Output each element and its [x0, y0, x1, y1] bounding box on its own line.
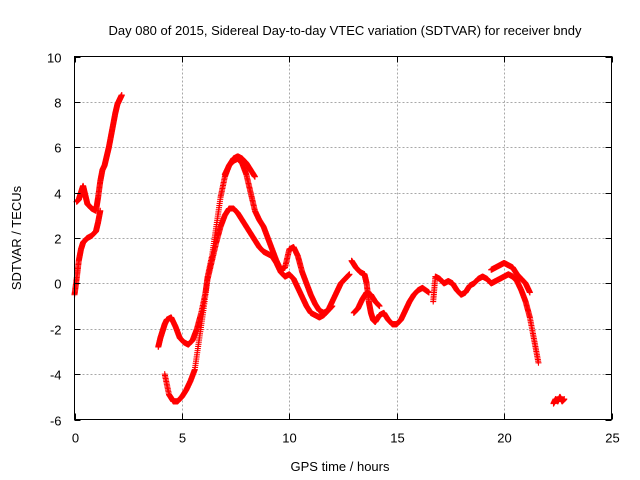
axis-ticks: 0 5 10 15 20 25 -6 -4 -2 0 2 4 6 8 10 — [47, 51, 620, 446]
y-axis-label: SDTVAR / TECUs — [9, 185, 24, 290]
series-segment-10 — [550, 393, 568, 407]
series-segment-4 — [161, 205, 353, 405]
data-point — [561, 396, 568, 403]
series-segment-7 — [350, 289, 383, 316]
x-tick-label: 20 — [497, 431, 511, 446]
data-series — [71, 92, 568, 407]
y-tick-label: 6 — [54, 141, 61, 156]
x-tick-label: 25 — [605, 431, 619, 446]
series-segment-8 — [430, 271, 542, 366]
data-point — [329, 303, 336, 310]
chart-title: Day 080 of 2015, Sidereal Day-to-day VTE… — [108, 23, 582, 38]
y-tick-label: -4 — [50, 368, 62, 383]
series-segment-2 — [73, 92, 125, 214]
data-point — [118, 92, 125, 99]
series-segment-5 — [221, 155, 336, 316]
y-tick-label: 2 — [54, 232, 61, 247]
data-point — [376, 303, 383, 310]
y-tick-label: 8 — [54, 96, 61, 111]
series-segment-9 — [488, 259, 533, 296]
series-segment-1 — [71, 207, 104, 298]
data-point — [346, 271, 353, 278]
series-segment-3 — [155, 153, 258, 350]
x-tick-label: 5 — [179, 431, 186, 446]
y-tick-label: -2 — [50, 323, 62, 338]
y-tick-label: -6 — [50, 414, 62, 429]
x-tick-label: 15 — [390, 431, 404, 446]
x-axis-label: GPS time / hours — [291, 459, 390, 474]
grid — [74, 56, 612, 420]
series-segment-6 — [348, 257, 432, 328]
x-tick-label: 0 — [72, 431, 79, 446]
y-tick-label: 0 — [54, 277, 61, 292]
data-point — [535, 359, 542, 366]
data-point — [425, 289, 432, 296]
data-point — [251, 173, 258, 180]
data-point — [526, 289, 533, 296]
x-tick-label: 10 — [282, 431, 296, 446]
y-tick-label: 10 — [47, 51, 61, 66]
y-tick-label: 4 — [54, 187, 61, 202]
